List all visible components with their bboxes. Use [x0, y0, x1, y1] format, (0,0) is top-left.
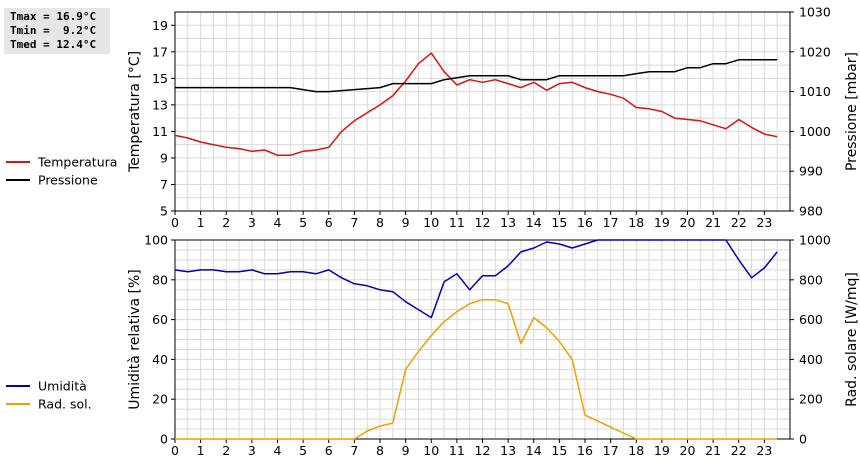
- x-tick-label: 23: [756, 443, 772, 458]
- x-tick-label: 6: [325, 215, 333, 230]
- y-left-tick-label: 20: [152, 392, 168, 407]
- series-line-temperatura: [174, 52, 778, 157]
- x-tick-label: 4: [274, 215, 282, 230]
- y-left-tick-label: 5: [160, 204, 168, 219]
- x-tick-label: 17: [603, 443, 619, 458]
- legend-label: Umidità: [38, 379, 87, 394]
- x-tick-label: 21: [705, 443, 721, 458]
- x-tick-label: 16: [577, 215, 593, 230]
- y-right-axis-label: Rad. solare [W/mq]: [844, 272, 860, 407]
- x-tick-label: 9: [402, 215, 410, 230]
- x-tick-label: 11: [449, 443, 465, 458]
- x-tick-label: 17: [603, 215, 619, 230]
- legend-label: Rad. sol.: [38, 397, 92, 412]
- x-tick-label: 11: [449, 215, 465, 230]
- y-left-tick-label: 9: [160, 150, 168, 165]
- x-tick-label: 22: [731, 443, 747, 458]
- x-tick-label: 14: [526, 443, 542, 458]
- y-left-tick-label: 17: [152, 44, 168, 59]
- y-right-tick-label: 990: [799, 164, 823, 179]
- y-right-tick-label: 1030: [799, 5, 831, 20]
- x-tick-label: 18: [628, 215, 644, 230]
- y-left-tick-label: 7: [160, 177, 168, 192]
- x-tick-label: 15: [551, 443, 567, 458]
- y-right-tick-label: 200: [799, 392, 823, 407]
- series-line-umidit-: [174, 239, 778, 319]
- x-tick-label: 7: [350, 215, 358, 230]
- x-tick-label: 13: [500, 443, 516, 458]
- stats-box: Tmax = 16.9°C Tmin = 9.2°C Tmed = 12.4°C: [4, 8, 110, 54]
- x-tick-label: 8: [376, 443, 384, 458]
- y-right-tick-label: 1010: [799, 84, 831, 99]
- x-tick-label: 10: [423, 215, 439, 230]
- x-tick-label: 1: [197, 215, 205, 230]
- x-tick-label: 16: [577, 443, 593, 458]
- x-tick-label: 1: [197, 443, 205, 458]
- x-tick-label: 19: [654, 443, 670, 458]
- stat-tmax: Tmax = 16.9°C: [10, 10, 97, 23]
- y-right-tick-label: 0: [799, 432, 807, 447]
- x-tick-label: 14: [526, 215, 542, 230]
- x-tick-label: 20: [680, 215, 696, 230]
- y-right-axis-label: Pressione [mbar]: [844, 52, 860, 171]
- legend-label: Pressione: [38, 173, 98, 188]
- y-left-tick-label: 0: [160, 432, 168, 447]
- x-tick-label: 12: [475, 443, 491, 458]
- y-left-tick-label: 40: [152, 352, 168, 367]
- x-tick-label: 20: [680, 443, 696, 458]
- y-right-tick-label: 1000: [799, 233, 831, 248]
- x-tick-label: 4: [274, 443, 282, 458]
- x-tick-label: 15: [551, 215, 567, 230]
- x-tick-label: 0: [171, 215, 179, 230]
- y-right-tick-label: 600: [799, 312, 823, 327]
- y-left-tick-label: 19: [152, 18, 168, 33]
- x-tick-label: 8: [376, 215, 384, 230]
- x-tick-label: 9: [402, 443, 410, 458]
- x-tick-label: 3: [248, 443, 256, 458]
- y-left-tick-label: 15: [152, 71, 168, 86]
- y-left-tick-label: 60: [152, 312, 168, 327]
- x-tick-label: 3: [248, 215, 256, 230]
- x-tick-label: 22: [731, 215, 747, 230]
- series-line-rad-sol-: [175, 298, 778, 440]
- y-right-tick-label: 980: [799, 204, 823, 219]
- series-line-pressione: [175, 59, 778, 93]
- legend-label: Temperatura: [37, 155, 117, 170]
- y-right-tick-label: 1000: [799, 124, 831, 139]
- x-tick-label: 6: [325, 443, 333, 458]
- x-tick-label: 13: [500, 215, 516, 230]
- x-tick-label: 23: [756, 215, 772, 230]
- y-left-tick-label: 11: [152, 124, 168, 139]
- y-left-tick-label: 100: [144, 233, 168, 248]
- x-tick-label: 21: [705, 215, 721, 230]
- x-tick-label: 5: [299, 215, 307, 230]
- x-tick-label: 10: [423, 443, 439, 458]
- y-left-tick-label: 13: [152, 97, 168, 112]
- x-tick-label: 18: [628, 443, 644, 458]
- x-tick-label: 5: [299, 443, 307, 458]
- x-tick-label: 19: [654, 215, 670, 230]
- panel-1: [171, 11, 794, 215]
- panel-2: [171, 239, 794, 443]
- x-tick-label: 7: [350, 443, 358, 458]
- y-right-tick-label: 800: [799, 272, 823, 287]
- x-tick-label: 2: [222, 215, 230, 230]
- y-right-tick-label: 1020: [799, 44, 831, 59]
- y-right-tick-label: 400: [799, 352, 823, 367]
- stat-tmin: Tmin = 9.2°C: [10, 24, 97, 37]
- stat-tmed: Tmed = 12.4°C: [10, 38, 97, 51]
- x-tick-label: 2: [222, 443, 230, 458]
- y-left-axis-label: Temperatura [°C]: [127, 51, 143, 173]
- y-left-axis-label: Umidità relativa [%]: [127, 269, 143, 410]
- x-tick-label: 0: [171, 443, 179, 458]
- y-left-tick-label: 80: [152, 272, 168, 287]
- x-tick-label: 12: [475, 215, 491, 230]
